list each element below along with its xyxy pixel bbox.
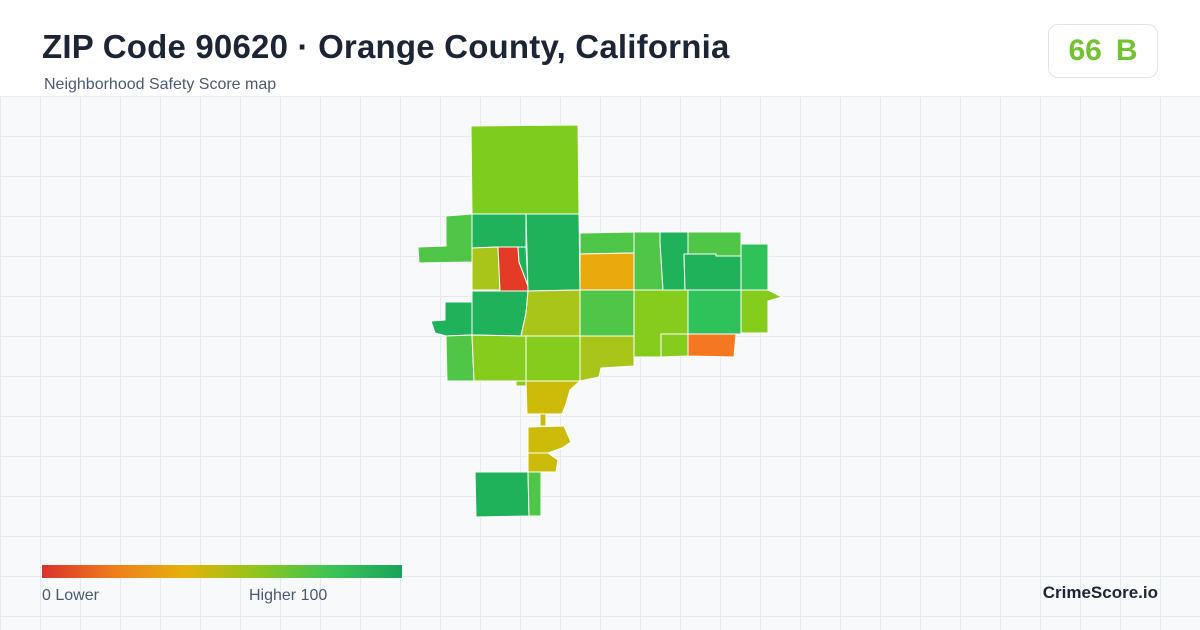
map-region[interactable] (740, 243, 769, 291)
map-region[interactable] (471, 213, 527, 249)
map-region[interactable] (527, 471, 542, 517)
safety-score-value: 66 (1068, 34, 1102, 67)
legend-low-label: 0 Lower (42, 587, 99, 604)
map-region[interactable] (740, 289, 783, 334)
map-region[interactable] (471, 334, 527, 382)
safety-score-grade: B (1115, 34, 1138, 67)
map-region[interactable] (660, 333, 689, 358)
map-region[interactable] (525, 335, 581, 382)
legend-high-label: Higher 100 (249, 587, 328, 604)
map-region[interactable] (579, 335, 635, 382)
map-region[interactable] (430, 301, 473, 337)
map-region[interactable] (527, 425, 572, 454)
map-region[interactable] (471, 290, 529, 337)
map-region[interactable] (525, 213, 581, 292)
map-region[interactable] (687, 333, 737, 358)
map-region[interactable] (527, 452, 559, 473)
page-title: ZIP Code 90620 · Orange County, Californ… (42, 28, 730, 65)
map-region[interactable] (539, 413, 547, 427)
map-region[interactable] (417, 213, 473, 264)
map-region[interactable] (687, 289, 742, 335)
map-region[interactable] (687, 231, 742, 257)
map-region[interactable] (470, 124, 580, 215)
map-region[interactable] (445, 334, 475, 382)
header (0, 0, 1200, 97)
legend-gradient-bar (42, 565, 402, 578)
map-region[interactable] (471, 246, 501, 291)
map-region[interactable] (474, 471, 530, 518)
map-region[interactable] (633, 231, 664, 291)
map-region[interactable] (579, 289, 635, 337)
map-region[interactable] (579, 231, 635, 255)
safety-score-badge: 66 B (1048, 24, 1158, 78)
brand-logo-text: CrimeScore.io (1042, 583, 1158, 602)
map-region[interactable] (515, 380, 527, 387)
map-region[interactable] (579, 252, 635, 291)
map-region[interactable] (683, 253, 742, 291)
map-region[interactable] (525, 380, 581, 415)
map-region[interactable] (520, 289, 581, 337)
page-subtitle: Neighborhood Safety Score map (44, 76, 277, 93)
